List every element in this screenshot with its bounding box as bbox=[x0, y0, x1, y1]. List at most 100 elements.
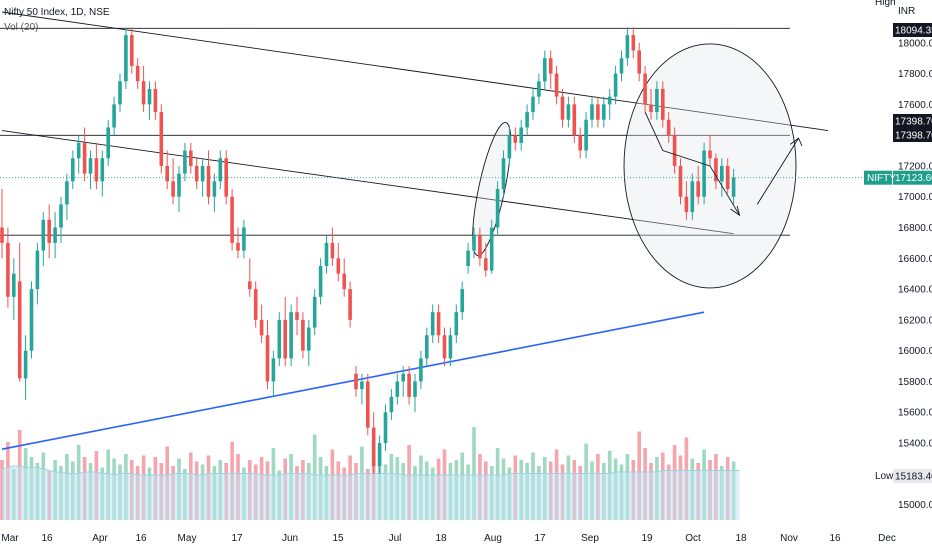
candle-body bbox=[442, 335, 447, 359]
y-tick-label: 16800.00 bbox=[898, 223, 932, 234]
candle-body bbox=[602, 104, 606, 120]
y-tick-label: 16200.00 bbox=[898, 315, 932, 326]
candle-body bbox=[88, 158, 93, 174]
candle-body bbox=[336, 258, 341, 274]
volume-bar bbox=[472, 427, 476, 520]
x-tick-label: Nov bbox=[780, 533, 798, 544]
low-label: Low bbox=[875, 471, 894, 482]
candle-body bbox=[377, 443, 382, 467]
price-axis-background bbox=[864, 0, 932, 550]
candle-body bbox=[171, 181, 175, 197]
x-tick-label: Aug bbox=[484, 533, 502, 544]
high-price-badge-text: 18094.35 bbox=[895, 26, 932, 37]
candle-body bbox=[661, 88, 665, 120]
candle-body bbox=[366, 381, 370, 428]
candle-body bbox=[153, 88, 158, 113]
candle-body bbox=[53, 227, 57, 243]
x-tick-label: Oct bbox=[685, 533, 701, 544]
candle-body bbox=[519, 127, 523, 143]
candle-body bbox=[649, 104, 653, 113]
candle-body bbox=[135, 65, 140, 82]
candle-body bbox=[354, 373, 358, 390]
volume-ma-line bbox=[1, 465, 740, 476]
candle-body bbox=[165, 165, 169, 182]
resistance-badge-top-text: 17398.70 bbox=[895, 117, 932, 128]
candle-body bbox=[141, 81, 146, 105]
candle-body bbox=[194, 165, 199, 182]
volume-legend[interactable]: Vol (20) bbox=[4, 22, 39, 33]
candle-body bbox=[484, 258, 488, 271]
x-tick-label: Jun bbox=[282, 533, 298, 544]
candle-body bbox=[301, 319, 305, 351]
candle-body bbox=[543, 58, 547, 82]
candle-body bbox=[242, 227, 246, 251]
candle-body bbox=[183, 150, 187, 174]
candle-body bbox=[619, 58, 624, 74]
candle-body bbox=[731, 177, 736, 197]
x-tick-label: 18 bbox=[735, 533, 747, 544]
candle-body bbox=[71, 158, 75, 182]
resistance-badge-bottom-box bbox=[893, 128, 932, 142]
low-price-badge-text: 15183.40 bbox=[895, 472, 932, 483]
candle-body bbox=[342, 273, 346, 290]
candle-body bbox=[720, 165, 724, 182]
candle-body bbox=[371, 427, 376, 467]
x-tick-label: 16 bbox=[135, 533, 147, 544]
candle-body bbox=[714, 158, 718, 182]
candle-body bbox=[548, 58, 553, 74]
x-tick-label: Sep bbox=[581, 533, 599, 544]
candle-body bbox=[100, 158, 105, 182]
candle-body bbox=[560, 96, 565, 120]
y-tick-label: 17200.00 bbox=[898, 161, 932, 172]
candle-body bbox=[76, 142, 81, 159]
candle-body bbox=[6, 242, 10, 297]
candle-body bbox=[130, 35, 134, 66]
candle-body bbox=[159, 112, 164, 166]
x-tick-label: 16 bbox=[41, 533, 53, 544]
candle-body bbox=[407, 373, 411, 397]
candle-body bbox=[324, 242, 329, 266]
resistance-badge-bottom-text: 17398.70 bbox=[895, 131, 932, 142]
candle-body bbox=[29, 289, 34, 351]
projection-up-path bbox=[756, 137, 799, 205]
candle-body bbox=[259, 319, 264, 336]
candle-body bbox=[460, 289, 464, 313]
candles bbox=[0, 27, 736, 474]
candle-body bbox=[248, 281, 252, 290]
resistance-badge-bottom: 17398.70 bbox=[893, 128, 932, 142]
candle-body bbox=[643, 73, 647, 105]
candle-body bbox=[584, 119, 588, 151]
candle-body bbox=[65, 181, 69, 205]
x-tick-label: 19 bbox=[641, 533, 653, 544]
candle-body bbox=[206, 165, 211, 197]
candle-body bbox=[200, 165, 205, 182]
x-tick-label: Mar bbox=[1, 533, 19, 544]
low-price-badge: 15183.40 bbox=[893, 469, 932, 483]
candle-body bbox=[572, 104, 577, 136]
ticker-badge-text: NIFTY bbox=[867, 173, 896, 184]
y-tick-label: 15400.00 bbox=[898, 439, 932, 450]
candle-body bbox=[708, 150, 712, 159]
candle-body bbox=[655, 88, 659, 113]
candle-body bbox=[383, 412, 388, 444]
lower-trendline bbox=[1, 130, 734, 235]
y-tick-label: 18000.00 bbox=[898, 38, 932, 49]
candle-body bbox=[271, 358, 276, 382]
candle-body bbox=[47, 219, 51, 243]
candle-body bbox=[360, 381, 364, 390]
projection-down-arrowhead bbox=[730, 205, 741, 217]
candle-body bbox=[312, 296, 317, 328]
ticker-badge: NIFTY bbox=[864, 170, 896, 185]
y-tick-label: 17600.00 bbox=[898, 100, 932, 111]
candle-body bbox=[430, 312, 435, 336]
symbol-title[interactable]: Nifty 50 Index, 1D, NSE bbox=[4, 7, 110, 18]
y-tick-label: 15600.00 bbox=[898, 408, 932, 419]
last-price-badge-text: 17123.60 bbox=[895, 173, 932, 184]
candle-body bbox=[189, 150, 193, 166]
y-tick-label: 17800.00 bbox=[898, 69, 932, 80]
y-tick-label: 16600.00 bbox=[898, 254, 932, 265]
high-price-badge-box bbox=[893, 23, 932, 37]
currency-label: INR bbox=[898, 6, 915, 17]
